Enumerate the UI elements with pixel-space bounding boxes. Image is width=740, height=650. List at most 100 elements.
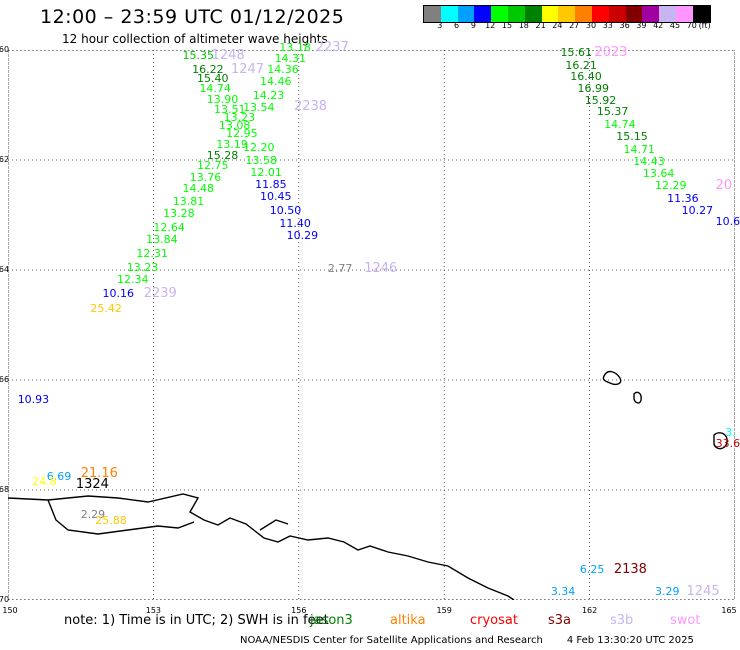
latitude-tick-label: -66 bbox=[0, 375, 10, 384]
map-canvas bbox=[8, 50, 735, 600]
wave-height-value: 15.92 bbox=[584, 94, 617, 108]
wave-height-value: 12.75 bbox=[197, 159, 229, 172]
wave-height-value: 13.90 bbox=[206, 93, 239, 106]
wave-height-value: 15.15 bbox=[616, 130, 648, 144]
wave-height-value: 12.95 bbox=[226, 127, 258, 141]
wave-height-value: 12.20 bbox=[243, 141, 275, 155]
wave-height-value: 25.88 bbox=[95, 513, 127, 527]
wave-height-value: 15.35 bbox=[182, 49, 214, 62]
legend-swatch bbox=[440, 6, 458, 22]
wave-height-value: 13.64 bbox=[642, 167, 675, 181]
longitude-tick-label: 150 bbox=[2, 606, 18, 615]
wave-height-value: 13.28 bbox=[163, 207, 195, 221]
legend-tick-label: 9 bbox=[470, 21, 476, 30]
wave-height-value: 14.74 bbox=[604, 117, 636, 131]
wave-height-value: 14.31 bbox=[274, 51, 307, 65]
latitude-tick-label: -60 bbox=[0, 45, 10, 54]
legend-tick-label: 33 bbox=[602, 21, 613, 30]
wave-height-value: 10.29 bbox=[286, 228, 319, 242]
legend-swatch bbox=[474, 6, 492, 22]
legend-swatch bbox=[625, 6, 643, 22]
legend-swatch bbox=[491, 6, 508, 22]
wave-height-value: 13.08 bbox=[218, 119, 251, 133]
wave-height-value: 15.28 bbox=[206, 149, 239, 163]
pass-time-label: 2238 bbox=[293, 98, 328, 114]
legend-swatch bbox=[659, 6, 676, 22]
wave-height-value: 33.61 bbox=[715, 436, 740, 450]
wave-height-value: 10.50 bbox=[269, 204, 302, 218]
island-3 bbox=[713, 432, 728, 450]
latitude-tick-label: -62 bbox=[0, 155, 10, 164]
latitude-tick-label: -70 bbox=[0, 595, 10, 604]
wave-height-value: 13.18 bbox=[279, 40, 311, 54]
pass-time-label: 21.16 bbox=[80, 466, 118, 481]
map-title: 12:00 – 23:59 UTC 01/12/2025 bbox=[40, 6, 345, 28]
pass-time-label: 2138 bbox=[613, 562, 647, 578]
wave-height-value: 15.37 bbox=[596, 105, 629, 119]
legend-tick-label: 27 bbox=[569, 21, 580, 30]
wave-height-value: 3. bbox=[725, 425, 736, 439]
legend-tick-label: 15 bbox=[501, 21, 513, 30]
wave-height-value: 11.36 bbox=[667, 192, 699, 205]
wave-height-value: 10.16 bbox=[102, 286, 135, 300]
legend-tick-label: 24 bbox=[552, 21, 563, 30]
legend-swatch bbox=[575, 6, 592, 22]
wave-height-value: 16.21 bbox=[565, 58, 597, 72]
satellite-legend-item: s3a bbox=[548, 613, 572, 628]
legend-swatch bbox=[424, 6, 441, 22]
wave-height-value: 13.51 bbox=[213, 102, 246, 116]
wave-height-value: 14.71 bbox=[623, 142, 656, 156]
pass-time-label: 1248 bbox=[211, 48, 245, 63]
color-scale-legend bbox=[423, 5, 711, 23]
wave-height-value: 12.64 bbox=[153, 220, 185, 234]
legend-swatch bbox=[692, 6, 710, 22]
legend-tick-label: 45 bbox=[669, 21, 681, 30]
wave-height-value: 12.01 bbox=[250, 165, 282, 179]
longitude-tick-label: 165 bbox=[721, 606, 737, 615]
wave-height-value: 13.23 bbox=[223, 110, 256, 124]
wave-height-value: 6.25 bbox=[579, 563, 605, 577]
wave-height-value: 11.85 bbox=[255, 178, 287, 192]
coastline bbox=[8, 370, 728, 600]
legend-tick-label: 6 bbox=[454, 21, 460, 30]
wave-height-value: 10.93 bbox=[17, 392, 50, 406]
longitude-tick-label: 159 bbox=[436, 606, 452, 615]
wave-height-value: 14.46 bbox=[260, 75, 292, 89]
wave-height-value: 16.22 bbox=[192, 62, 224, 76]
wave-height-value: 10.45 bbox=[260, 190, 292, 204]
legend-tick-label: 42 bbox=[653, 21, 664, 30]
pass-time-label: 2237 bbox=[315, 39, 349, 55]
island-1 bbox=[602, 370, 622, 386]
satellite-legend-item: jason3 bbox=[310, 613, 353, 628]
wave-height-value: 14.48 bbox=[182, 182, 214, 196]
wave-height-value: 2.77 bbox=[327, 262, 353, 276]
wave-height-value: 14.36 bbox=[267, 62, 299, 76]
generated-timestamp: 4 Feb 13:30:20 UTC 2025 bbox=[566, 635, 694, 646]
wave-height-value: 15.40 bbox=[197, 72, 229, 86]
wave-height-value: 24.8 bbox=[32, 475, 57, 489]
footer-note: note: 1) Time is in UTC; 2) SWH is in fe… bbox=[64, 613, 329, 628]
pass-time-label: 1245 bbox=[686, 584, 720, 600]
wave-height-value: 14.43 bbox=[633, 154, 665, 168]
wave-height-value: 13.58 bbox=[245, 153, 277, 167]
wave-height-value: 13.84 bbox=[146, 233, 178, 247]
legend-tick-label: 30 bbox=[585, 21, 597, 30]
wave-height-value: 12.31 bbox=[136, 247, 168, 260]
wave-height-value: 12.34 bbox=[117, 273, 149, 287]
legend-tick-label: 36 bbox=[619, 21, 630, 30]
longitude-tick-label: 153 bbox=[145, 606, 162, 615]
legend-tick-label: 70 bbox=[686, 21, 697, 30]
legend-swatch bbox=[541, 6, 559, 22]
map-subtitle: 12 hour collection of altimeter wave hei… bbox=[62, 32, 328, 46]
legend-swatch bbox=[558, 6, 576, 22]
wave-height-value: 12.29 bbox=[655, 179, 687, 193]
wave-height-value: 10.6 bbox=[715, 215, 740, 229]
legend-swatch bbox=[591, 6, 609, 22]
legend-tick-label: 18 bbox=[518, 21, 529, 30]
pass-time-label: 20 bbox=[715, 178, 733, 194]
pass-time-label: 1247 bbox=[230, 61, 265, 77]
wave-height-value: 14.74 bbox=[199, 82, 231, 95]
wave-height-value: 2.29 bbox=[80, 508, 106, 522]
wave-height-value: 13.81 bbox=[172, 194, 205, 208]
wave-height-value: 13.76 bbox=[189, 171, 222, 185]
